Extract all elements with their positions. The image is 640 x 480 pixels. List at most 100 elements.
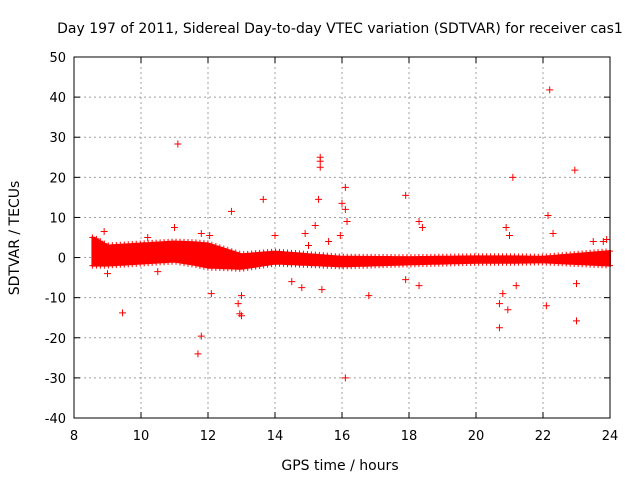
outlier-point [154, 268, 162, 276]
y-tick-label: -10 [45, 292, 66, 307]
x-tick-label: 20 [468, 429, 485, 444]
outlier-point [504, 306, 512, 314]
data-point [232, 249, 239, 256]
data-point [101, 240, 108, 247]
data-point [208, 241, 215, 248]
chart-title: Day 197 of 2011, Sidereal Day-to-day VTE… [57, 21, 623, 37]
outlier-point [402, 191, 410, 199]
data-point [93, 235, 100, 242]
outlier-point [301, 229, 309, 237]
x-tick-label: 8 [70, 429, 78, 444]
x-tick-label: 10 [133, 429, 150, 444]
outlier-point [573, 280, 580, 288]
outlier-point [415, 282, 423, 290]
data-point [268, 261, 275, 268]
x-tick-label: 24 [602, 429, 619, 444]
y-tick-label: 20 [49, 171, 66, 186]
outlier-point [315, 195, 323, 203]
outlier-point [549, 229, 557, 237]
outlier-point [336, 231, 344, 239]
outlier-point [194, 350, 202, 358]
outlier-point [174, 140, 182, 148]
outlier-point [499, 290, 507, 298]
data-point [204, 240, 211, 247]
data-point [264, 261, 271, 268]
outlier-point [495, 300, 503, 308]
outlier-point [316, 153, 324, 161]
x-axis-title: GPS time / hours [281, 458, 398, 474]
outlier-point [325, 238, 333, 246]
y-tick-label: 10 [49, 211, 66, 226]
outlier-point [506, 231, 513, 239]
data-point [228, 248, 235, 255]
outlier-point [119, 309, 127, 317]
data-point [184, 260, 191, 267]
outlier-point [318, 286, 326, 294]
outlier-point [316, 163, 324, 171]
data-point [216, 244, 223, 251]
grid [74, 57, 610, 418]
outlier-point [365, 292, 373, 300]
outlier-point [341, 205, 349, 213]
data-point [188, 261, 195, 268]
outlier-point [418, 223, 426, 231]
outlier-point [104, 270, 111, 278]
data-point [177, 259, 184, 266]
outlier-point [546, 86, 554, 94]
outlier-point [402, 276, 410, 284]
outlier-point [544, 211, 552, 219]
data-point [89, 234, 96, 241]
outlier-point [573, 317, 580, 325]
data-point [97, 238, 104, 245]
x-tick-label: 18 [401, 429, 418, 444]
data-point [196, 262, 203, 269]
outlier-point [238, 292, 245, 300]
outlier-point [234, 300, 242, 308]
data-point [212, 243, 219, 250]
data-point [248, 264, 255, 271]
x-tick-label: 16 [334, 429, 351, 444]
outlier-point [206, 231, 214, 239]
x-tick-label: 14 [267, 429, 284, 444]
y-tick-label: 40 [49, 91, 66, 106]
x-tick-label: 12 [200, 429, 217, 444]
outlier-point [238, 312, 245, 320]
data-point [256, 262, 263, 269]
outlier-point [100, 227, 108, 235]
y-axis-title: SDTVAR / TECUs [7, 181, 23, 296]
data-point [200, 263, 207, 270]
data-point [180, 260, 187, 267]
outlier-point [495, 324, 503, 332]
outlier-point [512, 282, 520, 290]
data-band [89, 234, 613, 272]
outlier-points [100, 86, 611, 382]
data-point [252, 263, 259, 270]
outlier-point [603, 236, 611, 244]
outlier-point [509, 173, 517, 181]
y-tick-label: -40 [45, 412, 66, 427]
data-point [220, 245, 227, 252]
outlier-point [502, 223, 510, 231]
outlier-point [341, 374, 349, 382]
plot-frame [73, 56, 611, 419]
outlier-point [227, 207, 235, 215]
outlier-point [171, 223, 178, 231]
data-point [260, 262, 267, 269]
outlier-point [207, 290, 215, 298]
outlier-point [343, 217, 351, 225]
outlier-point [341, 183, 349, 191]
x-tick-label: 22 [535, 429, 552, 444]
tick-labels: 8 10 12 14 16 18 20 22 24 -40 -30 -20 -10 0 10 20 30 40 50 [45, 51, 619, 444]
outlier-point [144, 234, 152, 241]
outlier-point [271, 231, 279, 239]
outlier-point [197, 229, 205, 237]
y-tick-label: -30 [45, 372, 66, 387]
y-tick-label: -20 [45, 332, 66, 347]
outlier-point [197, 332, 205, 340]
y-tick-label: 0 [58, 252, 66, 267]
data-point [173, 258, 180, 265]
outlier-point [298, 284, 306, 292]
outlier-point [259, 195, 267, 203]
y-tick-label: 50 [49, 51, 66, 66]
outlier-point [311, 221, 319, 229]
